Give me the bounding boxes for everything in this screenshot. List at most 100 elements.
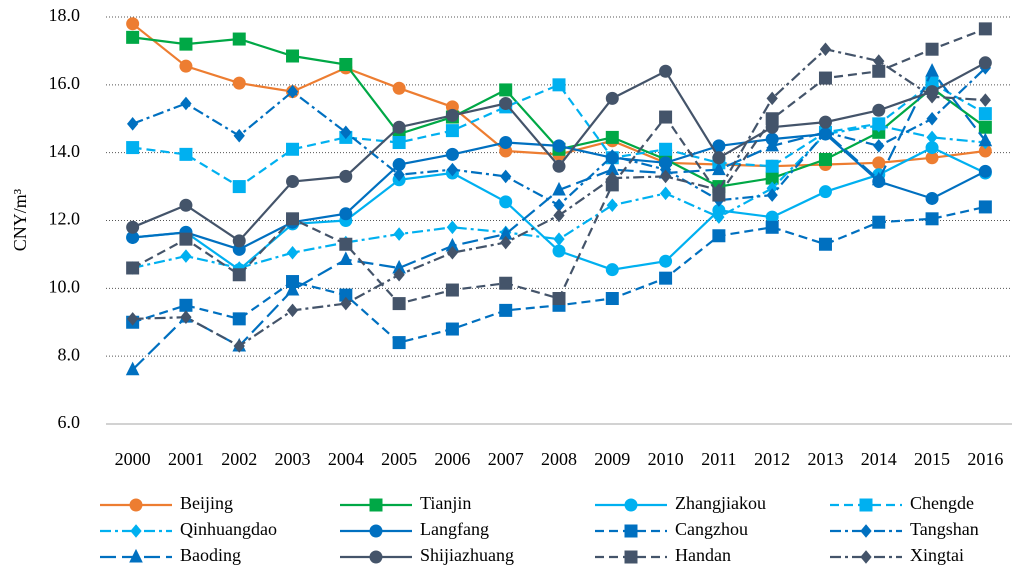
marker [605, 91, 619, 105]
marker [232, 76, 246, 90]
marker [818, 71, 832, 85]
marker [125, 361, 140, 376]
marker [285, 281, 300, 296]
marker [179, 232, 193, 246]
legend-label: Qinhuangdao [180, 519, 277, 539]
x-tick-label: 2007 [488, 449, 524, 469]
legend-label: Handan [675, 545, 731, 565]
marker [179, 37, 193, 51]
marker [286, 174, 300, 188]
marker [339, 251, 353, 266]
legend-item: Qinhuangdao [100, 519, 277, 539]
marker [712, 161, 726, 176]
legend-item: Tangshan [830, 519, 979, 539]
y-tick-label: 18.0 [49, 5, 81, 25]
marker [859, 498, 873, 512]
legend-item: Xingtai [830, 545, 964, 565]
legend-label: Tianjin [420, 493, 471, 513]
marker [818, 185, 832, 199]
marker [624, 524, 638, 538]
marker [713, 183, 725, 197]
marker [232, 234, 246, 248]
marker [872, 215, 886, 229]
legend-item: Cangzhou [595, 519, 748, 539]
legend-item: Baoding [100, 545, 241, 565]
marker [369, 550, 383, 564]
marker [624, 498, 638, 512]
marker [978, 120, 992, 134]
marker [979, 93, 992, 107]
y-tick-label: 12.0 [49, 209, 81, 229]
legend-label: Chengde [910, 493, 974, 513]
marker [392, 81, 406, 95]
marker [339, 169, 353, 183]
y-tick-label: 14.0 [49, 141, 81, 161]
marker [925, 63, 939, 77]
marker [624, 550, 638, 564]
x-tick-label: 2015 [914, 449, 950, 469]
marker [339, 207, 353, 221]
marker [340, 125, 352, 140]
marker [818, 124, 833, 138]
marker [978, 56, 992, 70]
marker [925, 42, 939, 56]
marker [605, 292, 619, 306]
legend-item: Beijing [100, 493, 233, 513]
marker [818, 115, 832, 129]
marker [180, 96, 192, 111]
marker [445, 322, 459, 336]
marker [392, 297, 406, 311]
marker [180, 310, 192, 324]
marker [499, 83, 513, 97]
y-tick-label: 10.0 [49, 276, 81, 296]
marker [605, 130, 619, 144]
marker [126, 261, 140, 275]
legend-label: Tangshan [910, 519, 979, 539]
marker [872, 103, 886, 117]
marker [286, 245, 299, 260]
marker [978, 132, 993, 147]
marker [126, 117, 139, 131]
marker [445, 108, 459, 122]
y-tick-label: 8.0 [58, 344, 81, 364]
marker [978, 22, 992, 36]
marker [499, 195, 513, 209]
marker [553, 208, 565, 223]
marker [712, 151, 726, 165]
marker [925, 212, 939, 226]
marker [393, 267, 405, 282]
marker [233, 128, 245, 143]
marker [713, 210, 725, 224]
marker [659, 271, 673, 285]
x-tick-label: 2009 [594, 449, 630, 469]
marker [232, 312, 246, 326]
marker [180, 249, 192, 263]
marker [606, 198, 618, 213]
x-tick-label: 2000 [115, 449, 151, 469]
marker [499, 276, 513, 290]
marker [500, 169, 512, 184]
marker [978, 107, 992, 121]
marker [818, 152, 832, 166]
marker [766, 188, 778, 202]
marker [126, 17, 140, 31]
x-tick-label: 2014 [861, 449, 897, 469]
marker [926, 111, 938, 126]
marker [286, 212, 300, 226]
x-tick-label: 2016 [967, 449, 1003, 469]
marker [445, 283, 459, 297]
marker [286, 303, 299, 318]
x-tick-label: 2008 [541, 449, 577, 469]
marker [606, 171, 618, 185]
marker [126, 141, 140, 155]
marker [765, 220, 779, 234]
legend-label: Xingtai [910, 545, 964, 565]
marker [286, 49, 300, 63]
legend-item: Handan [595, 545, 731, 565]
marker [659, 142, 673, 156]
legend-label: Baoding [180, 545, 241, 565]
marker [393, 167, 405, 182]
legend-label: Beijing [180, 493, 233, 513]
legend-label: Langfang [420, 519, 489, 539]
